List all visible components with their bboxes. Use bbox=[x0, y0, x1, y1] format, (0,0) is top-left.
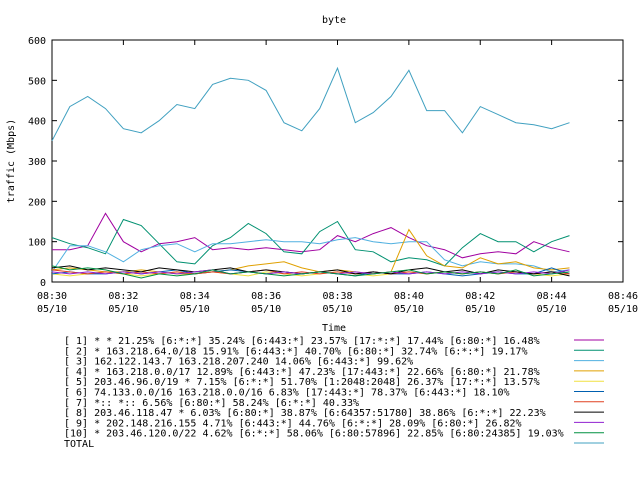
legend-entry-7: [ 7] *:: *:: 6.56% [6:80:*] 58.24% [6:*:… bbox=[64, 398, 359, 409]
y-axis-label: traffic (Mbps) bbox=[6, 119, 17, 203]
axis-ticks: 0 100 200 300 400 500 600 08:30 05/10 08:32 05/10 0… bbox=[28, 36, 638, 315]
x-tick-time: 08:32 bbox=[108, 291, 138, 302]
legend-entry-4: [ 4] * 163.218.0.0/17 12.89% [6:443:*] 4… bbox=[64, 367, 540, 378]
x-tick-time: 08:36 bbox=[251, 291, 281, 302]
x-tick-date: 05/10 bbox=[394, 304, 424, 315]
x-tick-time: 08:30 bbox=[37, 291, 67, 302]
legend: [ 1] * * 21.25% [6:*:*] 35.24% [6:443:*]… bbox=[64, 336, 604, 450]
legend-entry-5: [ 5] 203.46.96.0/19 * 7.15% [6:*:*] 51.7… bbox=[64, 377, 540, 388]
series-line-3 bbox=[51, 237, 570, 273]
chart-title: byte bbox=[322, 15, 346, 26]
y-tick-label: 0 bbox=[40, 278, 46, 289]
x-tick-date: 05/10 bbox=[608, 304, 638, 315]
legend-entry-9: [ 9] * 202.148.216.155 4.71% [6:443:*] 4… bbox=[64, 418, 522, 429]
legend-entry-8: [ 8] 203.46.118.47 * 6.03% [6:80:*] 38.8… bbox=[64, 408, 546, 419]
legend-entry-2: [ 2] * 163.218.64.0/18 15.91% [6:443:*] … bbox=[64, 346, 528, 357]
plot-frame bbox=[51, 39, 624, 283]
x-tick-date: 05/10 bbox=[251, 304, 281, 315]
x-tick-time: 08:46 bbox=[608, 291, 638, 302]
x-tick-time: 08:38 bbox=[322, 291, 352, 302]
y-tick-label: 600 bbox=[28, 36, 46, 47]
x-tick-date: 05/10 bbox=[37, 304, 67, 315]
series-line-10 bbox=[51, 265, 570, 279]
x-tick-time: 08:40 bbox=[394, 291, 424, 302]
x-axis-label: Time bbox=[322, 323, 346, 334]
x-tick-date: 05/10 bbox=[180, 304, 210, 315]
series-line-1 bbox=[52, 212, 570, 259]
legend-entry-11: TOTAL bbox=[64, 439, 94, 450]
x-tick-date: 05/10 bbox=[322, 304, 352, 315]
x-tick-time: 08:34 bbox=[180, 291, 210, 302]
x-tick-time: 08:42 bbox=[465, 291, 495, 302]
y-tick-label: 400 bbox=[28, 117, 46, 128]
legend-entry-6: [ 6] 74.133.0.0/16 163.218.0.0/16 6.83% … bbox=[64, 388, 510, 399]
series-line-11 bbox=[51, 66, 570, 142]
y-tick-label: 200 bbox=[28, 197, 46, 208]
legend-entry-1: [ 1] * * 21.25% [6:*:*] 35.24% [6:443:*]… bbox=[64, 336, 540, 347]
y-tick-label: 300 bbox=[28, 157, 46, 168]
legend-entry-10: [10] * 203.46.120.0/22 4.62% [6:*:*] 58.… bbox=[64, 429, 564, 440]
x-tick-date: 05/10 bbox=[537, 304, 567, 315]
series-line-4 bbox=[51, 228, 570, 275]
x-tick-time: 08:44 bbox=[537, 291, 567, 302]
legend-entry-3: [ 3] 162.122.143.7 163.218.207.240 14.06… bbox=[64, 357, 413, 368]
y-tick-label: 100 bbox=[28, 238, 46, 249]
y-tick-label: 500 bbox=[28, 76, 46, 87]
x-tick-date: 05/10 bbox=[108, 304, 138, 315]
x-tick-date: 05/10 bbox=[465, 304, 495, 315]
series-lines bbox=[51, 66, 570, 279]
